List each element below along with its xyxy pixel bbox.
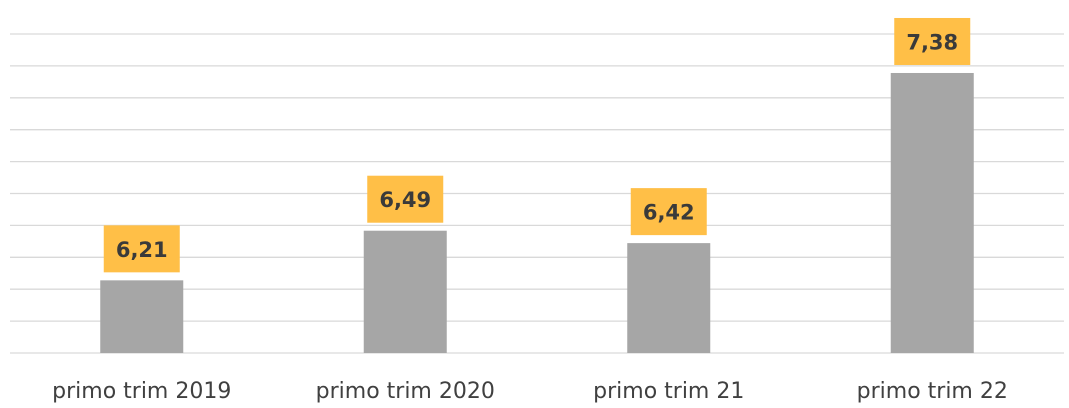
category-label-4: primo trim 22 xyxy=(857,379,1008,404)
data-label-box-4 xyxy=(894,17,971,65)
data-label-2: 6,49 xyxy=(379,188,431,212)
bar-2 xyxy=(363,230,447,353)
data-label-3: 6,42 xyxy=(643,201,695,225)
data-label-box-3 xyxy=(630,188,707,236)
category-label-2: primo trim 2020 xyxy=(316,379,495,404)
gridlines xyxy=(10,33,1064,354)
category-label-1: primo trim 2019 xyxy=(52,379,231,404)
data-label-box-1 xyxy=(103,225,180,273)
bar-4 xyxy=(890,72,974,353)
data-label-1: 6,21 xyxy=(116,238,168,262)
data-label-4: 7,38 xyxy=(906,30,958,54)
bars xyxy=(100,72,974,353)
bar-3 xyxy=(627,243,711,353)
data-labels: 6,21 6,49 6,42 7,38 xyxy=(103,17,971,273)
category-labels: primo trim 2019 primo trim 2020 primo trim… xyxy=(52,379,1008,404)
data-label-box-2 xyxy=(367,175,444,223)
category-label-3: primo trim 21 xyxy=(593,379,744,404)
bar-1 xyxy=(100,280,184,353)
